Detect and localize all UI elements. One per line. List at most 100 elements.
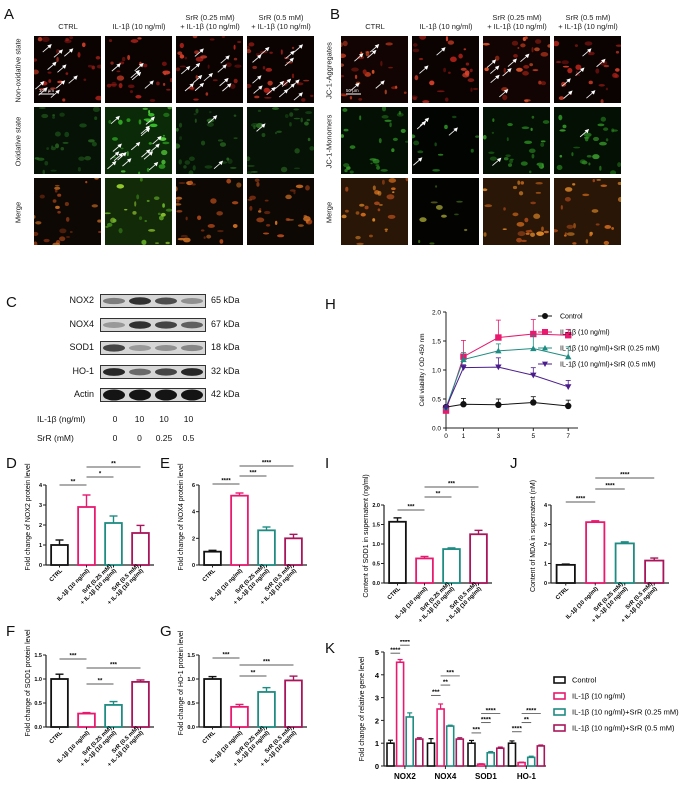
svg-text:SOD1: SOD1: [475, 772, 497, 781]
chart-j-mda-supernatant: 0 1 2 3 4 Content of MDA in supernatent (nM) C…: [530, 473, 669, 624]
blot-strip: [100, 388, 206, 402]
svg-text:****: ****: [512, 726, 523, 733]
svg-text:***: ***: [222, 653, 230, 659]
chart-d-nox2-protein: 0 1 2 3 4 Fold change of NOX2 protein level CT…: [25, 462, 154, 606]
panel-label-b: B: [330, 6, 341, 23]
micrograph-tile: [247, 36, 314, 103]
svg-text:0.5: 0.5: [432, 397, 441, 404]
svg-text:IL-1β (10 ng/ml)+SrR (0.25 mM): IL-1β (10 ng/ml)+SrR (0.25 mM): [572, 708, 679, 717]
svg-text:CTRL: CTRL: [555, 586, 570, 601]
micrograph-tile: [341, 178, 408, 245]
svg-text:Cell viability / OD 450 nm: Cell viability / OD 450 nm: [419, 334, 426, 407]
svg-text:0: 0: [544, 581, 547, 587]
svg-text:6: 6: [192, 483, 195, 489]
panel-label-a: A: [4, 6, 15, 23]
micrograph-tile: [412, 107, 479, 174]
svg-text:0: 0: [375, 762, 379, 771]
column-header-b: CTRL: [365, 22, 385, 31]
protein-label: NOX4: [69, 318, 94, 329]
row-header-a: Oxidative state: [13, 116, 23, 167]
svg-text:1.0: 1.0: [34, 677, 42, 683]
panel-label-h: H: [325, 296, 336, 313]
svg-text:1.0: 1.0: [372, 542, 380, 548]
svg-text:Fold change of NOX2 protein le: Fold change of NOX2 protein level: [25, 463, 32, 570]
svg-text:Fold change of SOD1 protein le: Fold change of SOD1 protein level: [25, 629, 32, 736]
micrograph-tile: [483, 107, 550, 174]
svg-text:Content of SOD1 in supernatent: Content of SOD1 in supernatent (ng/ml): [363, 474, 370, 597]
svg-text:CTRL: CTRL: [202, 730, 217, 745]
chart-h-cell-viability: 0.0 0.5 1.0 1.5 2.0 0 1 3 5 7 Cell viability / OD …: [419, 310, 660, 441]
protein-label: Actin: [73, 389, 94, 399]
kda-label: 65 kDa: [211, 295, 240, 305]
svg-text:IL-1β (10 ng/ml)+SrR (0.5 mM): IL-1β (10 ng/ml)+SrR (0.5 mM): [560, 362, 656, 369]
svg-text:0: 0: [39, 563, 42, 569]
svg-text:1: 1: [375, 739, 379, 748]
svg-text:***: ***: [249, 471, 257, 477]
micrograph-tile: [176, 107, 243, 174]
chart-k-gene-expression: 0 1 2 3 4 5 Fold change of relative gene level…: [359, 640, 679, 781]
svg-text:NOX2: NOX2: [394, 772, 416, 781]
svg-text:3: 3: [39, 503, 42, 509]
svg-text:Fold change of NOX4 protein le: Fold change of NOX4 protein level: [178, 463, 185, 570]
blot-strip: [100, 317, 206, 332]
svg-text:**: **: [71, 480, 76, 486]
svg-text:***: ***: [473, 727, 481, 734]
condition-value: 0.5: [182, 432, 195, 443]
column-header-b: SrR (0.25 mM) + IL-1β (10 ng/ml): [487, 13, 547, 31]
micrograph-tile: [247, 107, 314, 174]
svg-text:1.5: 1.5: [187, 653, 195, 659]
svg-text:2.0: 2.0: [372, 503, 380, 509]
condition-value: 10: [183, 413, 194, 424]
svg-text:**: **: [111, 462, 116, 468]
svg-text:1: 1: [462, 433, 466, 440]
blot-strip: [100, 294, 206, 308]
row-header-b: JC-1-Aggregates: [324, 42, 334, 99]
kda-label: 42 kDa: [211, 389, 240, 399]
svg-text:***: ***: [446, 670, 454, 677]
svg-text:****: ****: [605, 484, 615, 490]
svg-text:1.0: 1.0: [187, 677, 195, 683]
svg-text:NOX4: NOX4: [435, 772, 457, 781]
micrograph-tile: [554, 107, 621, 174]
svg-text:0.5: 0.5: [34, 701, 42, 707]
svg-text:2: 2: [375, 716, 379, 725]
condition-label: SrR (mM): [37, 432, 74, 443]
svg-text:***: ***: [407, 505, 415, 511]
svg-text:0.5: 0.5: [187, 701, 195, 707]
micrograph-tile: [105, 178, 172, 245]
panel-label-e: E: [160, 455, 171, 472]
condition-value: 10: [134, 413, 145, 424]
blot-strip: [100, 364, 206, 379]
svg-text:5: 5: [375, 648, 379, 657]
svg-text:****: ****: [576, 497, 586, 503]
micrograph-tile: [554, 178, 621, 245]
svg-text:1: 1: [39, 543, 42, 549]
svg-text:0.0: 0.0: [187, 725, 195, 731]
svg-text:**: **: [251, 671, 256, 677]
micrograph-tile: [483, 178, 550, 245]
svg-text:**: **: [443, 679, 449, 686]
svg-text:0.5: 0.5: [372, 562, 380, 568]
svg-text:1.5: 1.5: [372, 523, 380, 529]
svg-text:CTRL: CTRL: [202, 568, 217, 583]
svg-text:***: ***: [448, 482, 456, 488]
svg-text:4: 4: [375, 671, 380, 680]
column-header-b: SrR (0.5 mM) + IL-1β (10 ng/ml): [558, 13, 618, 31]
svg-text:3: 3: [497, 433, 501, 440]
svg-text:***: ***: [263, 660, 271, 666]
micrograph-tile: [34, 178, 101, 245]
svg-text:IL-1β (10 ng/ml)+SrR (0.25 mM): IL-1β (10 ng/ml)+SrR (0.25 mM): [560, 346, 660, 353]
svg-text:****: ****: [221, 479, 231, 485]
protein-label: SOD1: [69, 342, 94, 352]
micrograph-tile: [176, 36, 243, 103]
micrograph-tile: [412, 36, 479, 103]
panel-label-g: G: [160, 623, 172, 640]
panel-label-c: C: [6, 294, 17, 311]
micrograph-tile: [176, 178, 243, 245]
svg-text:7: 7: [566, 433, 570, 440]
svg-text:Content of MDA in supernatent: Content of MDA in supernatent (nM): [530, 480, 537, 592]
panel-label-i: I: [325, 455, 330, 472]
column-header-a: CTRL: [58, 22, 78, 31]
svg-text:1.5: 1.5: [432, 339, 441, 346]
